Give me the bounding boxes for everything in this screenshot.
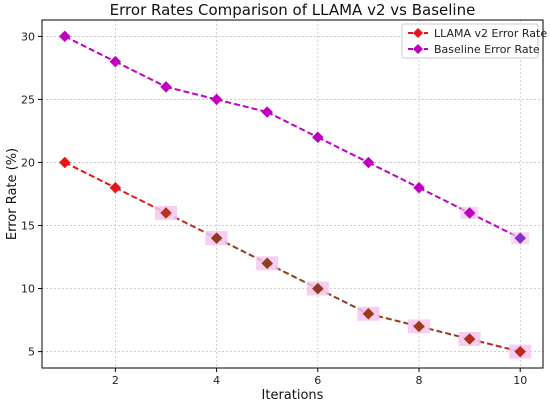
y-tick-label: 20 xyxy=(21,156,35,169)
data-point xyxy=(109,55,122,68)
data-point xyxy=(109,181,122,194)
data-point xyxy=(160,80,172,93)
x-tick-label: 4 xyxy=(213,374,220,387)
series-0 xyxy=(58,156,532,359)
series-1 xyxy=(58,30,530,245)
data-point xyxy=(210,93,223,106)
x-tick-label: 10 xyxy=(513,374,527,387)
plot-frame xyxy=(41,19,544,369)
data-point xyxy=(311,282,324,295)
data-point xyxy=(311,131,324,144)
data-point xyxy=(362,156,375,169)
chart-title: Error Rates Comparison of LLAMA v2 vs Ba… xyxy=(110,1,476,19)
grid xyxy=(42,20,543,368)
data-point xyxy=(413,181,425,194)
series-layer xyxy=(58,30,532,359)
data-point xyxy=(463,333,476,345)
legend: LLAMA v2 Error Rate Baseline Error Rate xyxy=(401,23,547,59)
data-point xyxy=(514,345,527,358)
x-tick-label: 6 xyxy=(314,374,321,387)
legend-box xyxy=(401,23,539,59)
tick-layer: 2 4 6 8 10 5 10 15 20 25 30 xyxy=(21,30,527,387)
y-tick-label: 10 xyxy=(21,283,35,296)
series-line-segment xyxy=(367,161,420,189)
series-line-segment xyxy=(165,85,217,101)
legend-marker xyxy=(413,28,423,38)
data-point xyxy=(58,30,71,43)
data-point xyxy=(514,232,527,244)
data-point xyxy=(210,232,223,244)
y-axis-title: Error Rate (%) xyxy=(5,148,20,240)
data-point xyxy=(463,207,476,219)
x-tick-label: 8 xyxy=(416,374,423,387)
data-point xyxy=(58,156,71,169)
data-point xyxy=(362,307,375,320)
y-tick-label: 5 xyxy=(28,346,35,359)
series-line-segment xyxy=(317,136,369,164)
series-line-segment xyxy=(216,98,268,114)
legend-marker xyxy=(413,44,423,54)
series-line-segment xyxy=(64,35,116,63)
data-point xyxy=(413,320,425,333)
y-tick-label: 15 xyxy=(21,220,35,233)
series-line-segment xyxy=(64,161,116,189)
x-axis-title: Iterations xyxy=(262,388,324,403)
data-point xyxy=(160,207,172,219)
series-line-segment xyxy=(114,60,167,88)
legend-label: LLAMA v2 Error Rate xyxy=(434,27,547,40)
y-tick-label: 30 xyxy=(21,30,35,43)
series-line-segment xyxy=(266,111,319,139)
legend-label: Baseline Error Rate xyxy=(434,43,540,56)
y-tick-label: 25 xyxy=(21,93,35,106)
data-point xyxy=(261,106,274,118)
x-tick-label: 2 xyxy=(112,374,119,387)
data-point xyxy=(261,257,274,270)
